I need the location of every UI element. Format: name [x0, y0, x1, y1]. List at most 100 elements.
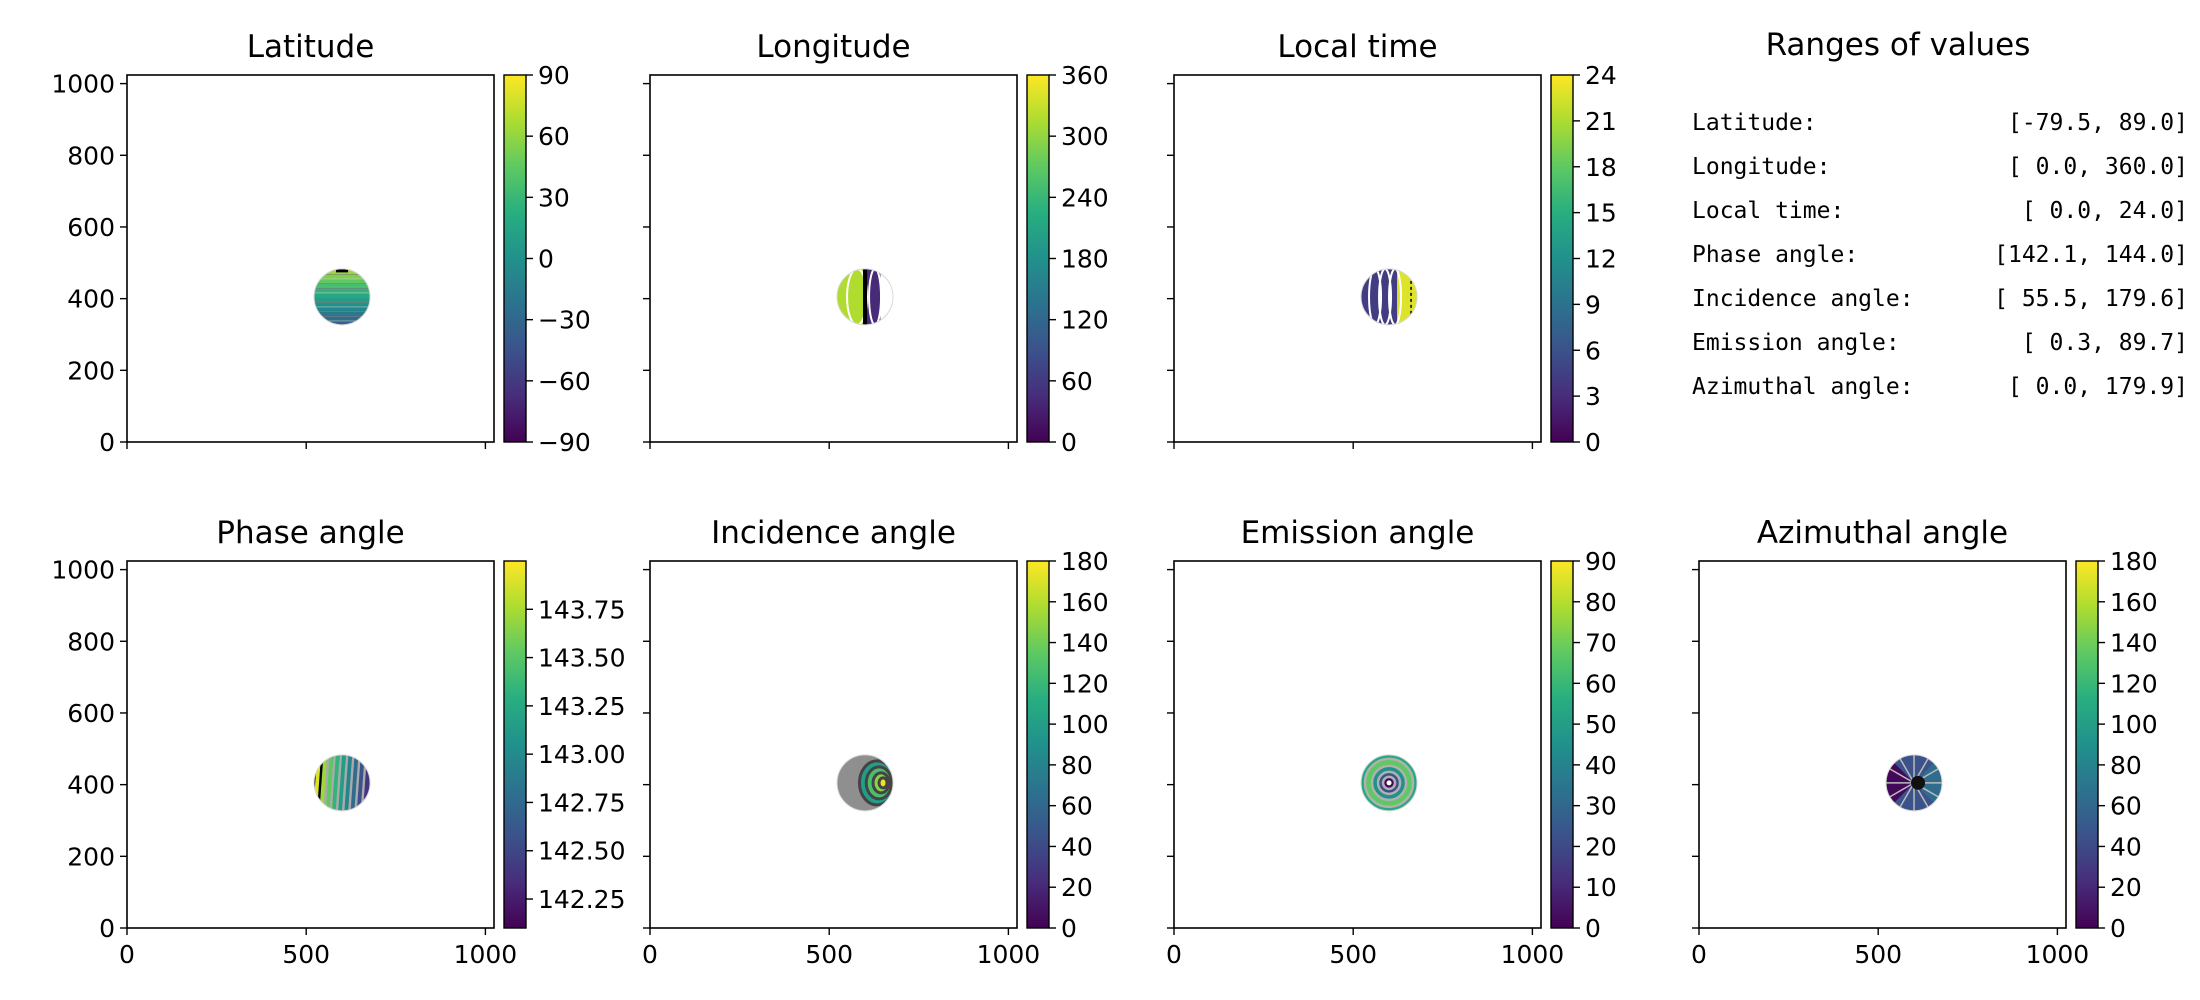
colorbar-tick-label: 50	[1585, 710, 1617, 739]
plot-frame	[1698, 560, 2067, 929]
panel-latitude: Latitude 0 200 400 600 800 1000 −90 −60 −30 0 30 60 9…	[51, 29, 590, 457]
plot-frame	[126, 74, 495, 443]
emission-angle-limb	[1360, 754, 1418, 812]
plot-frame	[1173, 74, 1542, 443]
colorbar-tick-label: 30	[538, 183, 570, 212]
range-value: [ 0.0, 24.0]	[2022, 198, 2188, 224]
colorbar	[503, 560, 527, 929]
y-tick-label: 200	[67, 356, 115, 385]
colorbar-tick-label: −90	[538, 428, 591, 457]
y-tick-label: 200	[67, 842, 115, 871]
x-tick-label: 500	[1329, 940, 1377, 969]
colorbar-tick-label: 180	[2110, 547, 2158, 576]
panel-title: Emission angle	[1241, 515, 1475, 551]
range-value: [-79.5, 89.0]	[2008, 110, 2188, 136]
panel-longitude: Longitude 0 60 120 180 240 300 360	[643, 29, 1109, 457]
colorbar	[1026, 560, 1050, 929]
plot-area	[650, 561, 1017, 928]
colorbar-tick-label: 3	[1585, 382, 1601, 411]
x-tick-label: 500	[805, 940, 853, 969]
colorbar-tick-label: 60	[1585, 669, 1617, 698]
plot-area	[127, 561, 494, 928]
x-tick-label: 0	[119, 940, 135, 969]
colorbar-tick-label: 180	[1061, 547, 1109, 576]
panels: Latitude02004006008001000−90−60−30030609…	[51, 29, 2157, 969]
colorbar-tick-label: 18	[1585, 153, 1617, 182]
colorbar-tick-label: 20	[2110, 873, 2142, 902]
latitude-limb	[313, 268, 371, 326]
colorbar-tick-label: 40	[1585, 751, 1617, 780]
phase-band	[363, 754, 371, 811]
colorbar-tick-label: 300	[1061, 122, 1109, 151]
panel-azimuthal-angle: Azimuthal angle 0 500 1000 0 20 40 60 80 100 120 14…	[1691, 515, 2158, 969]
emission-angle-disk	[1361, 754, 1418, 811]
latitude-band	[314, 320, 371, 325]
colorbar-tick-label: −30	[538, 306, 591, 335]
colorbar-tick-label: 0	[538, 245, 554, 274]
phase-contour	[329, 754, 336, 811]
panel-title: Azimuthal angle	[1757, 515, 2008, 551]
plot-area	[650, 75, 1017, 442]
phase-band	[320, 754, 327, 811]
colorbar-tick-label: 160	[2110, 588, 2158, 617]
y-tick-label: 400	[67, 285, 115, 314]
phase-band	[351, 754, 359, 811]
plot-frame	[649, 560, 1018, 929]
azimuthal-angle-disk	[1886, 754, 1943, 811]
colorbar-tick-label: 0	[2110, 914, 2126, 943]
panel-title: Longitude	[756, 29, 910, 65]
latitude-band	[314, 273, 371, 279]
range-label: Azimuthal angle:	[1692, 374, 1914, 400]
range-value: [ 0.0, 360.0]	[2008, 154, 2188, 180]
x-tick-label: 0	[642, 940, 658, 969]
phase-contour	[323, 754, 330, 811]
incidence-angle-disk	[837, 754, 894, 811]
local-time-limb	[1360, 268, 1418, 326]
colorbar	[503, 74, 527, 443]
plot-frame	[649, 74, 1018, 443]
range-label: Incidence angle:	[1692, 286, 1914, 312]
colorbar-tick-label: 21	[1585, 107, 1617, 136]
latitude-band	[314, 296, 371, 303]
panel-emission-angle: Emission angle 0 500 1000 0 10 20 30 40 50 60 70 80 9…	[1166, 515, 1617, 969]
x-tick-label: 500	[1854, 940, 1902, 969]
colorbar-tick-label: 142.25	[538, 885, 625, 914]
plot-area	[127, 75, 494, 442]
panel-title: Local time	[1277, 29, 1437, 65]
colorbar-tick-label: 160	[1061, 588, 1109, 617]
phase-band	[338, 754, 346, 811]
y-tick-label: 800	[67, 141, 115, 170]
latitude-band	[314, 292, 371, 298]
range-value: [142.1, 144.0]	[1994, 242, 2188, 268]
x-tick-label: 1000	[1501, 940, 1565, 969]
colorbar-tick-label: 100	[2110, 710, 2158, 739]
panel-phase-angle: Phase angle 0 200 400 600 800 1000 0 500 1000 142.…	[51, 515, 625, 969]
phase-contour	[354, 754, 361, 811]
plot-area	[1174, 561, 1541, 928]
longitude-limb	[836, 268, 894, 326]
emission-center	[1386, 780, 1392, 786]
panel-incidence-angle: Incidence angle 0 500 1000 0 20 40 60 80 100 120 14…	[642, 515, 1109, 969]
colorbar-tick-label: 6	[1585, 336, 1601, 365]
colorbar-tick-label: 24	[1585, 61, 1617, 90]
y-tick-label: 400	[67, 771, 115, 800]
colorbar-tick-label: 15	[1585, 199, 1617, 228]
phase-contour	[348, 754, 355, 811]
x-tick-label: 1000	[454, 940, 518, 969]
local-time-disk	[1361, 268, 1418, 325]
colorbar-tick-label: 142.75	[538, 788, 625, 817]
y-tick-label: 0	[99, 428, 115, 457]
panel-title: Phase angle	[216, 515, 404, 551]
colorbar-tick-label: 0	[1061, 914, 1077, 943]
x-tick-label: 1000	[2026, 940, 2090, 969]
range-label: Latitude:	[1692, 110, 1817, 136]
incidence-contour	[877, 776, 889, 790]
colorbar-tick-label: 80	[1061, 751, 1093, 780]
colorbar-tick-label: 40	[1061, 832, 1093, 861]
y-tick-label: 800	[67, 627, 115, 656]
colorbar-tick-label: 100	[1061, 710, 1109, 739]
latitude-band	[314, 310, 371, 317]
range-label: Emission angle:	[1692, 330, 1900, 356]
y-tick-label: 1000	[51, 556, 115, 585]
colorbar-tick-label: 60	[1061, 367, 1093, 396]
